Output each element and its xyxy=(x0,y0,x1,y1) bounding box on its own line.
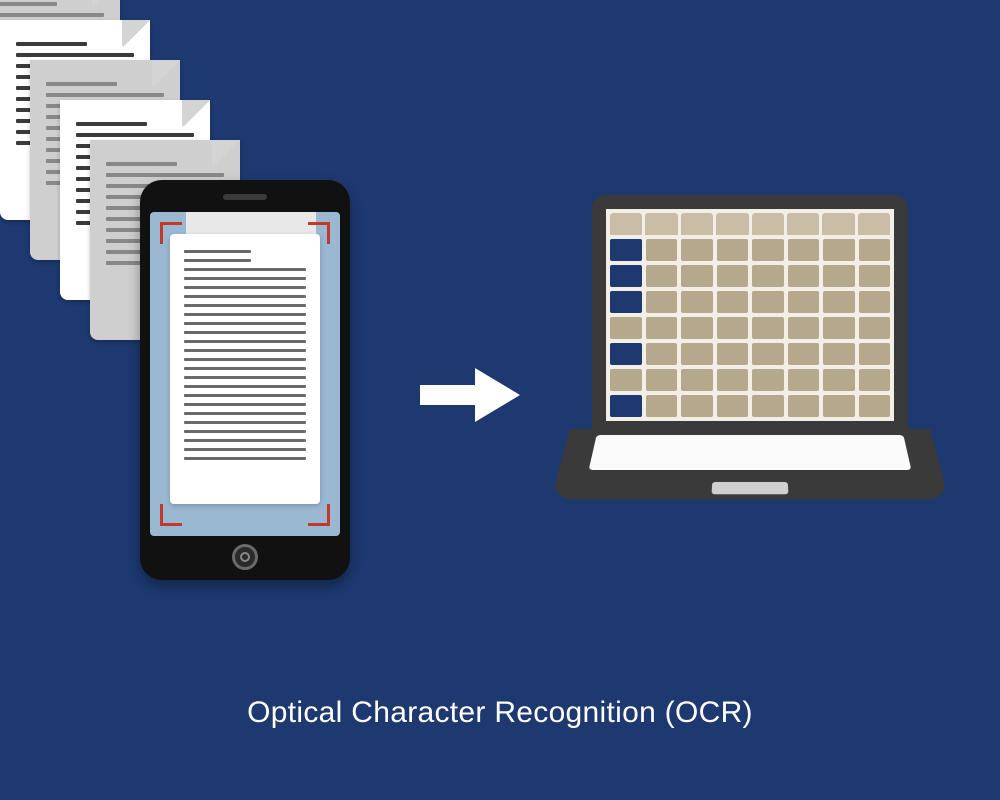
spreadsheet-tabs xyxy=(606,209,894,235)
laptop-lid xyxy=(592,195,908,435)
laptop-keyboard xyxy=(589,435,912,470)
scan-bracket-icon xyxy=(160,504,182,526)
scan-bracket-icon xyxy=(308,222,330,244)
scanned-page-front xyxy=(170,234,320,504)
scan-bracket-icon xyxy=(308,504,330,526)
smartphone-scanner xyxy=(140,180,350,580)
caption-text: Optical Character Recognition (OCR) xyxy=(0,696,1000,730)
laptop-base xyxy=(551,429,949,500)
phone-home-button xyxy=(232,544,258,570)
scan-bracket-icon xyxy=(160,222,182,244)
arrow-right-icon xyxy=(415,360,525,430)
laptop-trackpad xyxy=(712,482,789,494)
phone-screen xyxy=(150,212,340,536)
phone-speaker xyxy=(223,194,267,200)
laptop-screen xyxy=(606,209,894,421)
spreadsheet-grid xyxy=(606,235,894,421)
laptop-computer xyxy=(570,195,930,515)
